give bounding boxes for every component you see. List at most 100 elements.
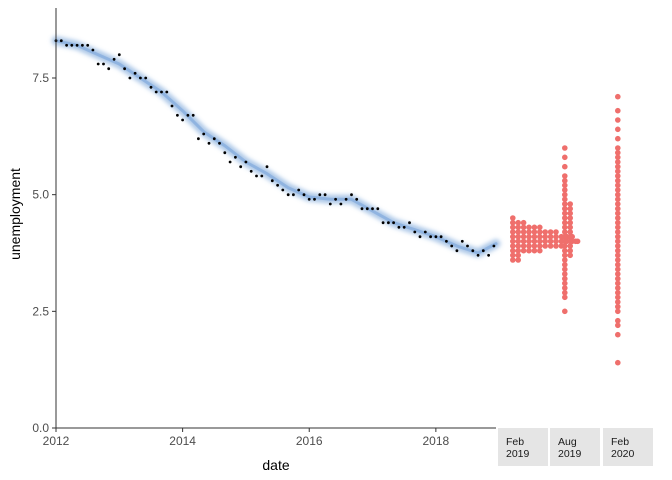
forecast-point [615,323,621,329]
observed-point [271,179,274,182]
observed-point [171,105,174,108]
strip-label: 2019 [506,448,530,460]
observed-point [229,161,232,164]
observed-point [419,235,422,238]
observed-point [213,137,216,140]
observed-point [250,170,253,173]
observed-point [223,151,226,154]
observed-point [424,231,427,234]
observed-point [86,44,89,47]
observed-point [429,235,432,238]
observed-point [456,249,459,252]
forecast-point [562,164,568,170]
observed-point [318,193,321,196]
forecast-point [615,332,621,338]
x-tick-label: 2016 [296,434,323,448]
y-tick-label: 7.5 [32,71,49,85]
observed-point [245,161,248,164]
y-axis-title: unemployment [7,168,23,260]
forecast-point [526,248,532,254]
observed-point [118,53,121,56]
observed-point [371,207,374,210]
forecast-point [562,295,568,301]
observed-point [345,198,348,201]
observed-point [60,39,63,42]
observed-point [287,193,290,196]
strip-label: Feb [506,436,524,448]
observed-point [97,63,100,66]
x-tick-label: 2014 [169,434,196,448]
observed-point [398,226,401,229]
forecast-strip-labels: Feb2019Aug2019Feb2020 [498,428,653,466]
observed-point [155,91,158,94]
strip-label: Feb [611,436,629,448]
observed-point [376,207,379,210]
observed-point [107,67,110,70]
forecast-point [532,248,538,254]
observed-point [340,203,343,206]
forecast-point [615,136,621,142]
observed-point [92,49,95,52]
forecast-point [542,243,548,249]
forecast-point [510,257,516,263]
observed-point [450,245,453,248]
observed-point [181,119,184,122]
observed-point [176,114,179,117]
observed-point [482,249,485,252]
observed-point [355,198,358,201]
observed-point [65,44,68,47]
observed-point [408,221,411,224]
forecast-point [615,127,621,133]
y-tick-label: 2.5 [32,304,49,318]
observed-point [382,221,385,224]
observed-point [70,44,73,47]
observed-point [113,58,116,61]
forecast-point [615,360,621,366]
strip-label: 2020 [611,448,635,460]
observed-point [281,189,284,192]
observed-point [392,221,395,224]
forecast-point [567,253,573,259]
forecast-point [573,239,579,245]
observed-point [303,193,306,196]
forecast-point [562,309,568,315]
observed-point [208,142,211,145]
observed-point [239,165,242,168]
observed-point [329,203,332,206]
forecast-point [615,94,621,100]
observed-point [129,77,132,80]
x-axis-title: date [262,457,289,473]
observed-point [165,91,168,94]
observed-point [202,133,205,136]
observed-point [218,142,221,145]
observed-point [192,114,195,117]
observed-point [144,77,147,80]
observed-point [150,86,153,89]
forecast-point [615,108,621,114]
observed-point [387,221,390,224]
observed-point [313,198,316,201]
forecast-point [521,248,527,254]
forecast-point [548,243,554,249]
forecast-point [615,309,621,315]
forecast-point [537,248,543,254]
forecast-point [562,145,568,151]
strip-label: Aug [558,436,577,448]
observed-point [160,91,163,94]
observed-point [292,193,295,196]
observed-point [260,175,263,178]
observed-point [334,198,337,201]
observed-point [440,235,443,238]
observed-point [266,165,269,168]
observed-point [139,77,142,80]
observed-point [255,175,258,178]
observed-point [134,72,137,75]
observed-point [123,67,126,70]
observed-point [471,249,474,252]
observed-point [76,44,79,47]
observed-point [493,245,496,248]
x-tick-label: 2012 [43,434,70,448]
observed-point [413,231,416,234]
observed-point [81,44,84,47]
y-tick-label: 5.0 [32,188,49,202]
